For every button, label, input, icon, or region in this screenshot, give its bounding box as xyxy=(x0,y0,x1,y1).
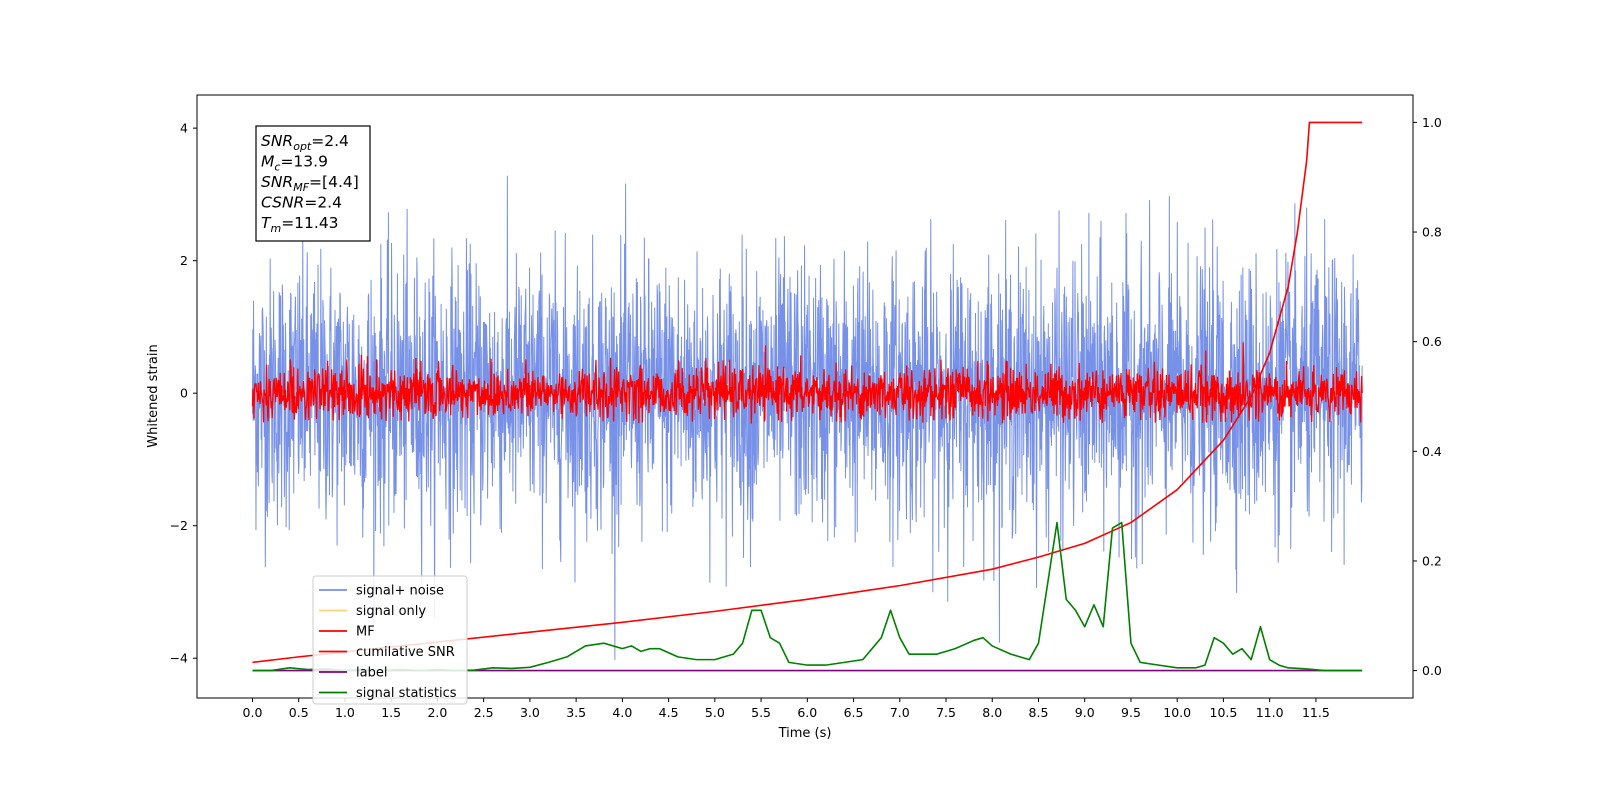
x-tick-label: 5.0 xyxy=(705,705,725,720)
x-tick-label: 4.5 xyxy=(659,705,679,720)
x-tick-label: 9.5 xyxy=(1121,705,1141,720)
y-axis-left: 4 2 0 −2 −4 xyxy=(170,121,197,666)
legend-label: label xyxy=(356,666,387,681)
legend-label: signal+ noise xyxy=(356,584,444,599)
series-signal-noise-line xyxy=(251,175,1363,661)
legend-label: cumilative SNR xyxy=(356,645,455,660)
legend: signal+ noise signal only MF cumilative SNR… xyxy=(312,575,468,705)
x-tick-label: 10.5 xyxy=(1210,705,1238,720)
legend-label: signal statistics xyxy=(356,686,457,701)
legend-frame xyxy=(312,575,468,705)
y-axis-label: Whitened strain xyxy=(146,344,161,447)
x-tick-label: 3.5 xyxy=(566,705,586,720)
x-tick-label: 5.5 xyxy=(751,705,771,720)
x-tick-label: 1.0 xyxy=(335,705,355,720)
y-axis-right: 1.0 0.8 0.6 0.4 0.2 0.0 xyxy=(1413,115,1442,678)
y2-tick-label: 1.0 xyxy=(1422,115,1442,130)
y-tick-label: 4 xyxy=(180,121,188,136)
x-tick-label: 10.0 xyxy=(1163,705,1191,720)
series-mf-line xyxy=(251,342,1363,424)
x-tick-label: 11.5 xyxy=(1302,705,1330,720)
x-tick-label: 2.0 xyxy=(427,705,447,720)
x-tick-label: 8.5 xyxy=(1029,705,1049,720)
x-tick-label: 0.5 xyxy=(289,705,309,720)
x-axis-label: Time (s) xyxy=(778,726,832,741)
x-tick-label: 3.0 xyxy=(520,705,540,720)
x-tick-label: 6.5 xyxy=(844,705,864,720)
y-tick-label: 0 xyxy=(180,386,188,401)
x-tick-label: 11.0 xyxy=(1256,705,1284,720)
y-tick-label: −4 xyxy=(170,651,188,666)
x-tick-label: 2.5 xyxy=(474,705,494,720)
y-tick-label: −2 xyxy=(170,518,188,533)
plot-frame xyxy=(196,94,1414,699)
x-tick-label: 0.0 xyxy=(243,705,263,720)
x-axis: 0.0 0.5 1.0 1.5 2.0 2.5 3.0 3.5 4.0 4.5 5.0 5.5 6.0 6… xyxy=(243,698,1330,720)
y-tick-label: 2 xyxy=(180,253,188,268)
x-tick-label: 1.5 xyxy=(381,705,401,720)
annotation-line: Tm=11.43 xyxy=(261,214,339,235)
legend-label: signal only xyxy=(356,604,426,619)
x-tick-label: 9.0 xyxy=(1075,705,1095,720)
annotation-line: SNRopt=2.4 xyxy=(261,132,349,153)
annotation-line: CSNR=2.4 xyxy=(261,194,342,212)
x-tick-label: 6.0 xyxy=(797,705,817,720)
x-tick-label: 7.0 xyxy=(890,705,910,720)
series-signal-statistics-line xyxy=(252,521,1363,672)
x-tick-label: 7.5 xyxy=(936,705,956,720)
y2-tick-label: 0.0 xyxy=(1422,663,1442,678)
annotation-line: SNRMF=[4.4] xyxy=(261,173,359,194)
y2-tick-label: 0.4 xyxy=(1422,444,1442,459)
series-cumilative-snr-line xyxy=(252,121,1363,664)
y2-tick-label: 0.6 xyxy=(1422,334,1442,349)
y2-tick-label: 0.8 xyxy=(1422,225,1442,240)
annotation-line: Mc=13.9 xyxy=(261,153,328,174)
annotation-frame xyxy=(255,125,371,242)
x-tick-label: 8.0 xyxy=(982,705,1002,720)
legend-label: MF xyxy=(356,625,375,640)
x-tick-label: 4.0 xyxy=(612,705,632,720)
y2-tick-label: 0.2 xyxy=(1422,553,1442,568)
